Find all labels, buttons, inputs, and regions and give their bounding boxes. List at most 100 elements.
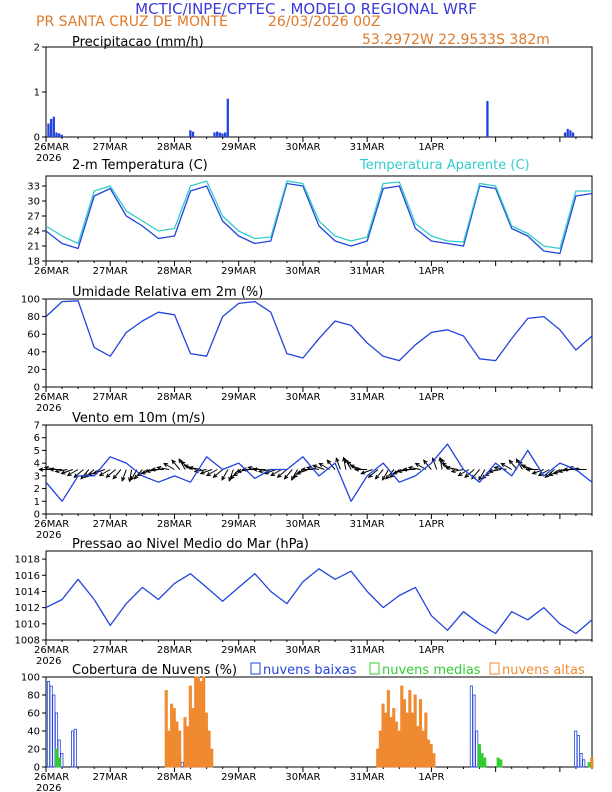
cloud-bar-nuvens-altas xyxy=(376,748,380,768)
cloud-bar-nuvens-altas xyxy=(410,712,415,768)
temp-xtick-label: 28MAR xyxy=(157,266,192,277)
temp-ytick-label: 30 xyxy=(27,197,40,208)
wind-arrow-head xyxy=(500,462,506,468)
wind-arrow-shaft xyxy=(375,469,384,480)
wind-ytick-label: 1 xyxy=(34,497,40,508)
cloud-bar-nuvens-altas xyxy=(207,730,211,768)
precip-xtick-label: 26MAR xyxy=(34,142,69,153)
rh-ytick-label: 60 xyxy=(27,330,40,341)
wind-ytick-label: 6 xyxy=(34,433,40,444)
wind-arrow-head xyxy=(205,471,211,477)
wind-arrow-head xyxy=(241,467,247,472)
precip-xtick-label: 28MAR xyxy=(157,142,192,153)
wind-arrow-head xyxy=(300,467,306,472)
clouds-year-label: 2026 xyxy=(36,783,61,792)
precip-bar xyxy=(58,133,61,137)
wind-arrow-shaft xyxy=(464,469,475,478)
wind-arrow-shaft xyxy=(368,469,379,478)
precip-bar xyxy=(215,131,219,137)
cloud-bar-nuvens-altas xyxy=(421,730,425,768)
clouds-ytick-label: 100 xyxy=(21,673,40,684)
clouds-xtick-label: 27MAR xyxy=(93,772,128,783)
clouds-xtick-label: 1APR xyxy=(418,772,444,783)
wind-arrow-head xyxy=(105,473,111,478)
cloud-bar-nuvens-baixas xyxy=(475,730,479,768)
rh-xtick-label: 28MAR xyxy=(157,392,192,403)
precip-year-label: 2026 xyxy=(36,153,61,164)
wind-arrow-head xyxy=(515,458,521,464)
wind-arrow-head xyxy=(311,464,318,469)
precip-bar xyxy=(486,101,489,137)
wind-arrow-shaft xyxy=(532,469,544,475)
rh-ytick-label: 40 xyxy=(27,347,40,358)
wind-arrow-head xyxy=(48,467,54,472)
wind-arrow-shaft xyxy=(80,469,90,480)
temp-xtick-label: 31MAR xyxy=(350,266,385,277)
wind-arrow-head xyxy=(140,470,146,475)
wind-arrow-head xyxy=(178,458,183,464)
wind-arrow-shaft xyxy=(408,466,421,470)
cloud-bar-nuvens-medias xyxy=(477,744,481,768)
wind-arrow-shaft xyxy=(343,457,347,470)
cloud-bar-nuvens-altas xyxy=(175,721,179,768)
cloud-bar-nuvens-altas xyxy=(405,712,409,768)
cloud-bar-nuvens-altas xyxy=(164,690,168,768)
cloud-bar-nuvens-baixas xyxy=(582,759,586,768)
clouds-xtick-label: 31MAR xyxy=(350,772,385,783)
clouds-xtick-label: 30MAR xyxy=(285,772,320,783)
wind-arrow-shaft xyxy=(385,469,395,480)
wind-arrow-head xyxy=(544,473,550,478)
wind-xtick-label: 1APR xyxy=(418,519,444,530)
rh-title: Umidade Relativa em 2m (%) xyxy=(72,285,263,300)
mslp-ytick-label: 1010 xyxy=(15,619,40,630)
cloud-bar-nuvens-medias xyxy=(57,757,61,768)
wind-arrow-head xyxy=(450,468,456,474)
temp-xtick-label: 27MAR xyxy=(93,266,128,277)
wind-arrow-shaft xyxy=(228,469,234,481)
cloud-bar-nuvens-altas xyxy=(202,676,206,768)
wind-arrow-head xyxy=(414,462,420,468)
precip-bar xyxy=(191,131,195,137)
wind-arrow-head xyxy=(478,475,483,481)
wind-arrow-head xyxy=(121,476,126,482)
wind-arrow-head xyxy=(291,475,296,481)
wind-arrow-head xyxy=(212,473,218,478)
cloud-bar-nuvens-baixas xyxy=(46,681,51,768)
mslp-xtick-label: 29MAR xyxy=(221,645,256,656)
wind-arrow-head xyxy=(367,473,373,478)
mslp-ytick-label: 1016 xyxy=(15,571,40,582)
wind-arrow-head xyxy=(156,465,162,471)
wind-arrow-head xyxy=(247,465,253,471)
clouds-title: Cobertura de Nuvens (%) xyxy=(72,663,237,678)
wind-arrow-shaft xyxy=(458,469,470,476)
cloud-bar-nuvens-baixas xyxy=(52,694,56,768)
wind-arrow-head xyxy=(531,470,537,475)
wind-arrow-head xyxy=(236,468,242,474)
wind-arrow-head xyxy=(98,471,104,477)
wind-arrow-shaft xyxy=(264,469,277,475)
cloud-bar-nuvens-altas xyxy=(384,712,388,768)
wind-series-line-1 xyxy=(45,443,593,502)
wind-arrow-head xyxy=(562,467,568,472)
wind-arrow-shaft xyxy=(55,469,68,473)
wind-arrow-shaft xyxy=(335,458,341,470)
wind-arrow-head xyxy=(145,468,151,474)
wind-arrow-head xyxy=(525,467,531,472)
wind-arrow-head xyxy=(199,470,205,475)
cloud-bar-nuvens-altas xyxy=(170,703,174,768)
clouds-ytick-label: 20 xyxy=(27,745,40,756)
cloud-bar-nuvens-baixas xyxy=(469,685,473,768)
mslp-ytick-label: 1018 xyxy=(15,555,40,566)
cloud-bar-nuvens-altas xyxy=(172,708,176,768)
cloud-bar-nuvens-altas xyxy=(400,685,404,768)
cloud-bar-nuvens-altas xyxy=(167,730,171,768)
wind-arrow-shaft xyxy=(501,463,512,470)
wind-arrow-head xyxy=(130,475,135,481)
precip-bar xyxy=(226,98,229,137)
precip-bar xyxy=(213,132,216,137)
wind-arrow-shaft xyxy=(112,469,122,480)
coords-label: 53.2972W 22.9533S 382m xyxy=(362,32,550,48)
wind-arrow-shaft xyxy=(478,469,486,481)
